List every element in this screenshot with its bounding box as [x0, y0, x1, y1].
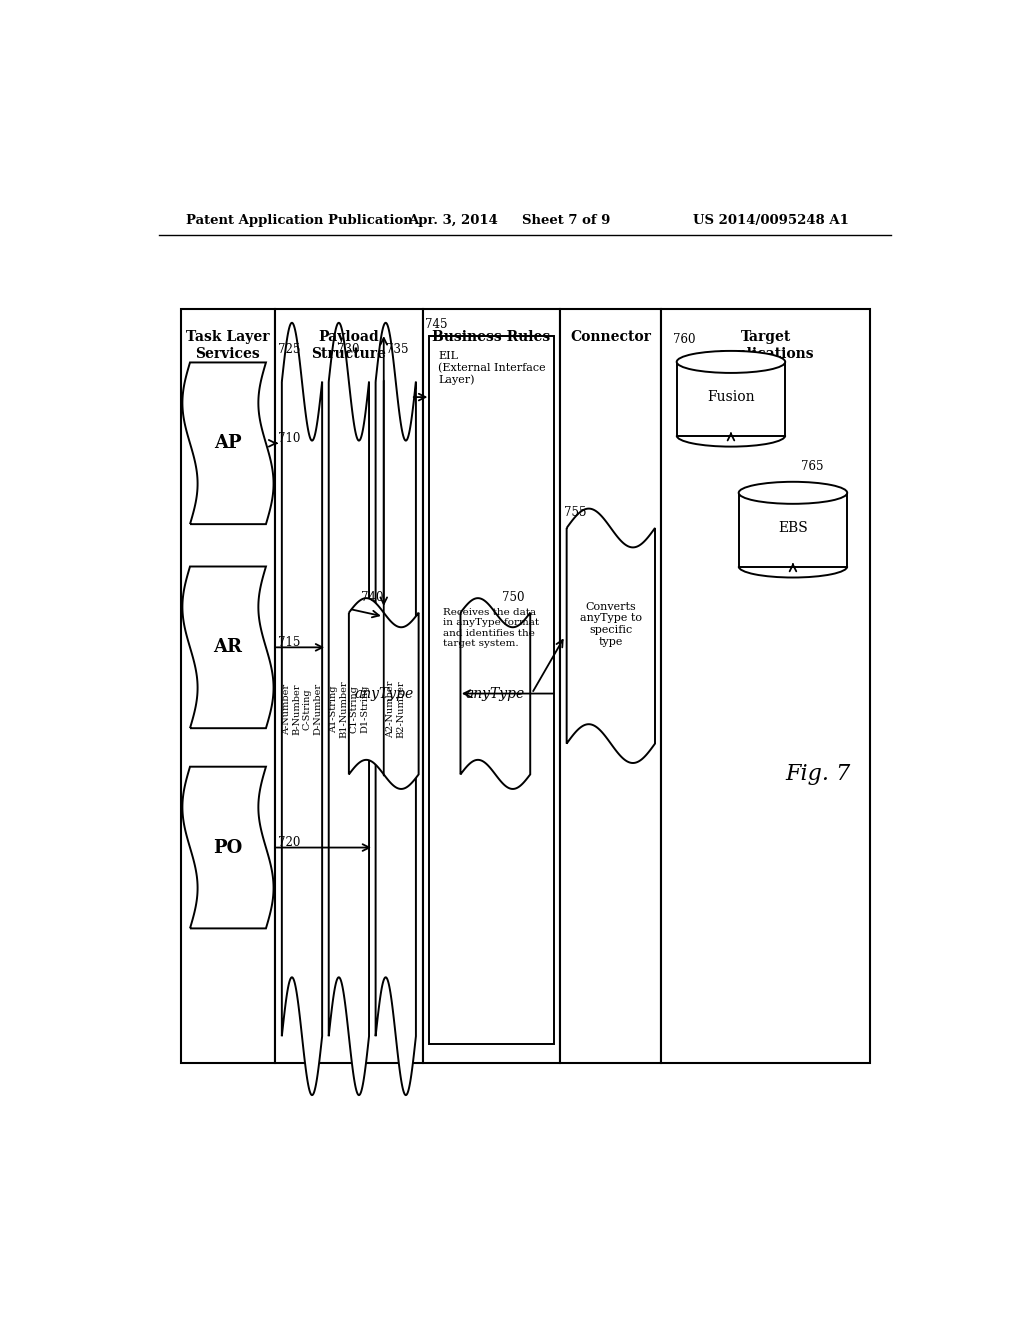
Text: 710: 710 — [278, 432, 300, 445]
Bar — [677, 362, 785, 436]
PathPatch shape — [376, 323, 416, 1096]
Bar — [180, 309, 275, 1063]
Text: A-Number
B-Number
C-String
D-Number: A-Number B-Number C-String D-Number — [282, 682, 323, 735]
Text: Converts
anyType to
specific
type: Converts anyType to specific type — [580, 602, 642, 647]
Text: Fig. 7: Fig. 7 — [785, 763, 850, 785]
Text: Patent Application Publication: Patent Application Publication — [186, 214, 413, 227]
Text: US 2014/0095248 A1: US 2014/0095248 A1 — [693, 214, 849, 227]
Text: 730: 730 — [337, 343, 359, 356]
Text: 755: 755 — [564, 507, 587, 520]
Text: 740: 740 — [360, 591, 383, 605]
Text: Apr. 3, 2014: Apr. 3, 2014 — [409, 214, 499, 227]
Text: 715: 715 — [278, 636, 300, 649]
Text: 720: 720 — [278, 836, 300, 849]
Text: Receives the data
in anyType format
and identifies the
target system.: Receives the data in anyType format and … — [443, 609, 540, 648]
Ellipse shape — [677, 351, 785, 374]
Text: Fusion: Fusion — [708, 391, 755, 404]
Text: EBS: EBS — [778, 521, 808, 535]
Text: AP: AP — [214, 434, 242, 453]
Text: 765: 765 — [801, 461, 823, 474]
Text: AR: AR — [213, 639, 243, 656]
Text: Business Rules: Business Rules — [432, 330, 551, 345]
PathPatch shape — [282, 323, 323, 1096]
Text: Task Layer
Services: Task Layer Services — [186, 330, 269, 362]
Text: Connector: Connector — [570, 330, 651, 345]
Text: Sheet 7 of 9: Sheet 7 of 9 — [521, 214, 610, 227]
Bar — [429, 335, 554, 1044]
PathPatch shape — [182, 767, 273, 928]
PathPatch shape — [461, 598, 530, 789]
Text: Target
applications: Target applications — [718, 330, 814, 362]
PathPatch shape — [566, 508, 655, 763]
PathPatch shape — [182, 363, 273, 524]
Text: anyType: anyType — [466, 686, 525, 701]
Bar — [662, 309, 870, 1063]
Text: 735: 735 — [386, 343, 409, 356]
Bar — [738, 492, 847, 566]
Text: 745: 745 — [425, 318, 447, 331]
Text: anyType: anyType — [354, 686, 414, 701]
Bar — [275, 309, 423, 1063]
PathPatch shape — [182, 566, 273, 729]
Text: 725: 725 — [278, 343, 300, 356]
Bar — [423, 309, 560, 1063]
Text: A2-Number
B2-Number: A2-Number B2-Number — [386, 680, 406, 738]
Bar — [560, 309, 662, 1063]
Text: PO: PO — [213, 838, 243, 857]
Text: A1-String
B1-Number
C1-String
D1-String: A1-String B1-Number C1-String D1-String — [329, 680, 369, 738]
PathPatch shape — [349, 598, 419, 789]
Ellipse shape — [738, 482, 847, 504]
PathPatch shape — [329, 323, 369, 1096]
Text: EIL
(External Interface
Layer): EIL (External Interface Layer) — [438, 351, 546, 385]
Text: Payload
Structure: Payload Structure — [311, 330, 386, 362]
Text: 750: 750 — [503, 591, 525, 605]
Text: 760: 760 — [673, 333, 695, 346]
